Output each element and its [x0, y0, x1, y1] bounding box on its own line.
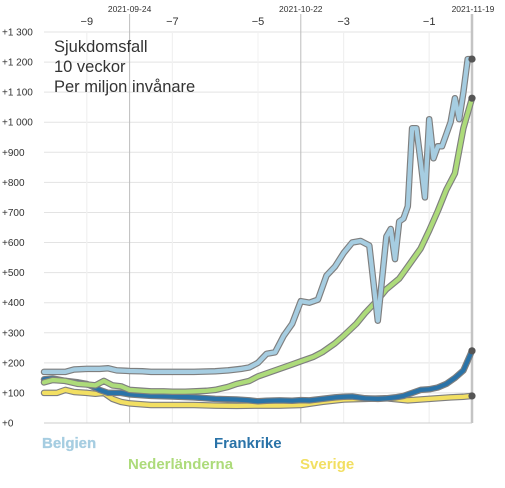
series-line-frankrike [41, 348, 475, 404]
y-tick-label: +1 200 [2, 58, 33, 69]
legend: Belgien Frankrike Nederländerna Sverige [42, 435, 354, 473]
y-tick-label: +200 [2, 358, 25, 369]
x-axis-ticks: −9 −7 −5 −3 −1 2021-09-24 2021-10-22 2021-11-19 [81, 4, 495, 28]
y-axis-ticks: +0 +100 +200 +300 +400 +500 +600 +700 +800 +900 +1… [2, 28, 33, 430]
date-marker-label: 2021-09-24 [108, 4, 152, 14]
series-lines [40, 55, 476, 410]
y-tick-label: +0 [2, 419, 14, 430]
y-tick-label: +1 300 [2, 28, 33, 39]
series-endpoints [468, 55, 476, 400]
chart-title: Sjukdomsfall 10 veckor Per miljon invåna… [54, 38, 195, 96]
legend-sverige: Sverige [300, 456, 354, 473]
x-tick-label: −3 [337, 16, 350, 28]
series-line-nederlnderna [41, 96, 475, 394]
y-tick-label: +400 [2, 298, 25, 309]
y-tick-label: +300 [2, 328, 25, 339]
y-tick-label: +600 [2, 238, 25, 249]
series-endpoint-sverige [468, 392, 476, 400]
x-tick-label: −5 [252, 16, 265, 28]
date-marker-label: 2021-11-19 [452, 4, 495, 14]
title-line-1: Sjukdomsfall [54, 38, 148, 56]
series-endpoint-frankrike [468, 347, 476, 355]
y-tick-label: +1 000 [2, 118, 33, 129]
x-tick-label: −7 [166, 16, 179, 28]
y-tick-label: +500 [2, 268, 25, 279]
y-tick-label: +100 [2, 388, 25, 399]
y-tick-label: +900 [2, 148, 25, 159]
grid [44, 14, 474, 424]
legend-nederlanderna: Nederländerna [128, 456, 234, 473]
y-tick-label: +700 [2, 208, 25, 219]
x-tick-label: −9 [81, 16, 94, 28]
legend-belgien: Belgien [42, 435, 96, 452]
series-line-belgien [41, 56, 475, 374]
date-marker-label: 2021-10-22 [279, 4, 323, 14]
title-line-3: Per miljon invånare [54, 78, 195, 96]
x-tick-label: −1 [423, 16, 436, 28]
title-line-2: 10 veckor [54, 58, 126, 76]
series-endpoint-nederlnderna [468, 94, 476, 102]
y-tick-label: +1 100 [2, 88, 33, 99]
legend-frankrike: Frankrike [214, 435, 282, 452]
series-endpoint-belgien [468, 55, 476, 63]
y-tick-label: +800 [2, 178, 25, 189]
